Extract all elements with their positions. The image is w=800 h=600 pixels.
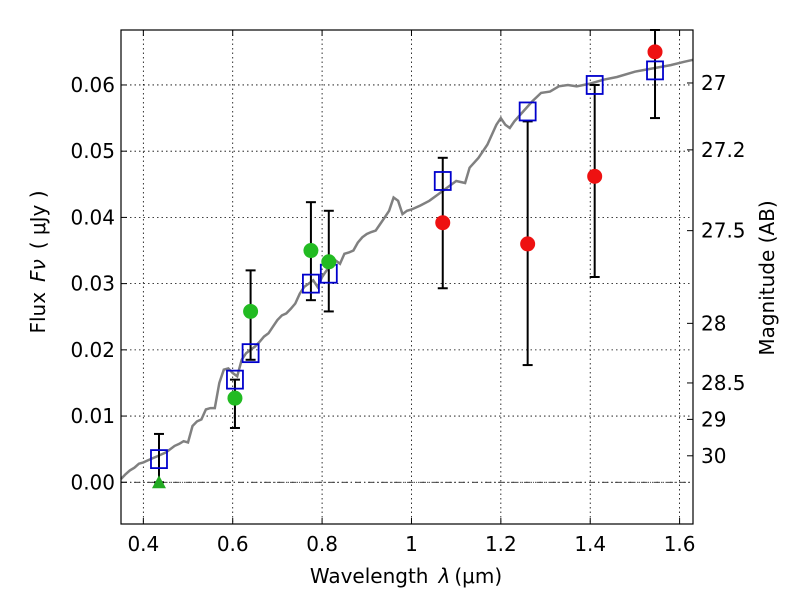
right-tick-label: 28.5: [701, 371, 746, 395]
x-axis-ticks: 0.4 0.6 0.8 1 1.2 1.4 1.6: [127, 30, 696, 556]
right-axis-ticks: 27 27.2 27.5 28 28.5 29 30: [687, 71, 746, 468]
y-axis-ticks: 0.00 0.01 0.02 0.03 0.04 0.05 0.06: [70, 73, 127, 494]
right-tick-label: 30: [701, 444, 726, 468]
model-box: [646, 60, 664, 81]
model-box: [433, 171, 452, 191]
x-tick-label: 1.6: [664, 532, 696, 556]
right-tick-label: 27.2: [701, 138, 746, 162]
x-tick-label: 0.8: [306, 532, 338, 556]
green-point: [321, 254, 337, 270]
green-point: [227, 390, 243, 406]
model-box: [518, 101, 537, 122]
right-tick-label: 27.5: [701, 219, 746, 243]
x-tick-label: 1: [405, 532, 418, 556]
green-point: [303, 243, 319, 259]
right-tick-label: 28: [701, 311, 726, 335]
model-box: [302, 273, 320, 294]
x-tick-label: 0.4: [127, 532, 159, 556]
x-axis-label: Wavelength λ (μm): [310, 564, 502, 588]
right-tick-label: 27: [701, 71, 726, 95]
red-point: [435, 215, 451, 231]
green-detections: [227, 243, 337, 406]
model-box: [150, 449, 168, 470]
y-tick-label: 0.03: [70, 272, 115, 296]
y-axis-label: FluxFν( μJy ): [26, 190, 50, 333]
right-axis-label: Magnitude (AB): [755, 200, 779, 355]
green-point: [243, 303, 259, 319]
model-box: [585, 75, 604, 95]
model-box: [241, 343, 260, 364]
x-tick-label: 0.6: [217, 532, 249, 556]
x-tick-label: 1.2: [485, 532, 517, 556]
red-detections: [435, 44, 663, 252]
upper-limit-triangle: [151, 475, 166, 489]
y-tick-label: 0.00: [70, 470, 115, 494]
y-tick-label: 0.06: [70, 73, 115, 97]
y-tick-label: 0.05: [70, 139, 115, 163]
model-box: [226, 369, 244, 390]
y-tick-label: 0.02: [70, 338, 115, 362]
model-photometry-boxes: [150, 60, 664, 470]
red-point: [647, 44, 663, 60]
plot-frame: [120, 29, 694, 525]
red-point: [520, 236, 536, 252]
y-tick-label: 0.04: [70, 205, 115, 229]
red-point: [587, 168, 603, 184]
upper-limits: [151, 475, 166, 489]
y-tick-label: 0.01: [70, 404, 115, 428]
x-tick-label: 1.4: [574, 532, 606, 556]
right-tick-label: 29: [701, 407, 726, 431]
